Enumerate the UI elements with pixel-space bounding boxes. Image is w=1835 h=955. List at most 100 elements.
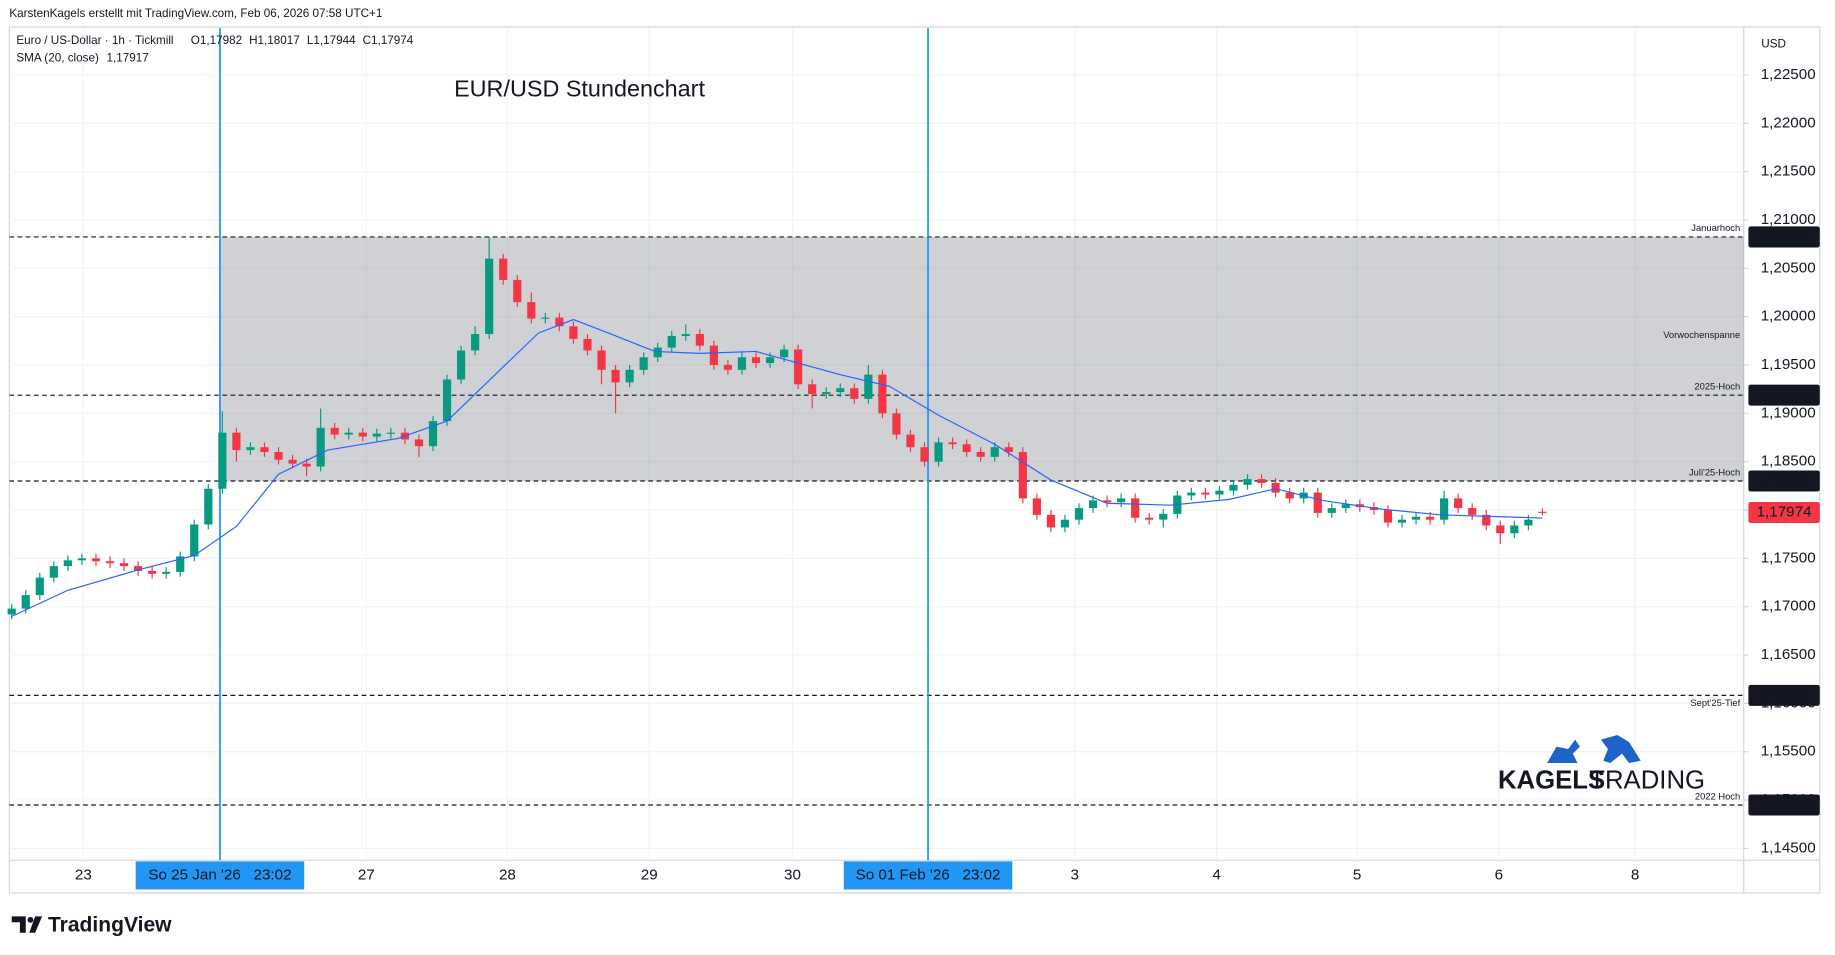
candle-body <box>1285 492 1294 499</box>
candle-body <box>288 459 297 464</box>
candle-body <box>555 317 564 327</box>
candle-body <box>990 447 999 457</box>
legend-ohlc: L1,17944 <box>307 34 356 47</box>
logo-bold: KAGELS <box>1498 767 1605 795</box>
candle-body <box>541 317 550 319</box>
candle-body <box>1313 492 1322 513</box>
x-tick-label: 3 <box>1071 866 1079 883</box>
candle-body <box>49 566 58 578</box>
candle-body <box>1383 510 1393 523</box>
candle-body <box>133 566 143 571</box>
candle-body <box>162 571 171 574</box>
candle-body <box>1201 492 1210 495</box>
level-name: 2022 Hoch <box>1695 791 1740 801</box>
candle-body <box>906 434 915 448</box>
candle-body <box>948 442 957 445</box>
candle-body <box>794 349 803 385</box>
candle-body <box>485 258 494 335</box>
candle-body <box>358 432 367 437</box>
candle-body <box>1159 513 1168 520</box>
candle-body <box>218 432 227 489</box>
y-tick-label: 1,14500 <box>1761 839 1816 856</box>
candle-body <box>274 452 283 460</box>
x-tick-label: 30 <box>784 866 801 883</box>
candle-body <box>260 447 269 453</box>
logo-light: TRADING <box>1589 767 1705 795</box>
candle-body <box>204 488 213 525</box>
candle-body <box>779 349 789 358</box>
candle-body <box>962 444 971 453</box>
candle-body <box>723 364 733 370</box>
x-tick-label: 23 <box>75 866 92 883</box>
candle-body <box>77 558 87 561</box>
y-tick-label: 1,22000 <box>1761 114 1816 131</box>
candle-body <box>456 350 466 380</box>
tv-icon-part <box>11 916 26 933</box>
sma-line <box>11 318 1543 617</box>
candle-body <box>190 524 199 557</box>
candle-body <box>709 345 718 365</box>
level-price-label: 1,18300 <box>1757 472 1812 489</box>
y-tick-label: 1,20500 <box>1761 259 1816 276</box>
y-tick-label: 1,22500 <box>1761 66 1816 83</box>
x-tick-label: 27 <box>358 866 375 883</box>
candle-body <box>246 447 255 451</box>
candle-body <box>976 452 985 457</box>
candle-body <box>836 388 845 393</box>
candle-body <box>1215 490 1224 495</box>
candle-body <box>35 577 44 596</box>
candle-body <box>667 335 676 348</box>
zone-label: Vorwochenspanne <box>1663 330 1740 340</box>
x-tick-label: 29 <box>641 866 658 883</box>
candle-body <box>499 258 508 280</box>
candle-body <box>105 561 115 564</box>
candle-body <box>808 384 817 394</box>
candle-body <box>639 357 648 370</box>
candle-body <box>1004 447 1013 453</box>
candle-body <box>330 427 339 435</box>
candle-body <box>21 595 30 609</box>
y-tick-label: 1,16500 <box>1761 646 1816 663</box>
candle-body <box>625 369 634 383</box>
time-label: So 01 Feb '26 23:02 <box>856 866 1001 883</box>
level-price-box <box>1748 384 1820 406</box>
candle-body <box>1060 519 1070 528</box>
candle-body <box>737 357 747 370</box>
y-tick-label: 1,19500 <box>1761 356 1816 373</box>
candle-body <box>850 388 859 399</box>
level-price-box <box>1748 226 1820 248</box>
candle-body <box>1411 516 1421 520</box>
legend-ohlc: C1,17974 <box>363 34 414 47</box>
candle-body <box>471 334 480 351</box>
level-price-box <box>1748 684 1820 706</box>
candle-body <box>302 463 311 467</box>
legend-ohlc: H1,18017 <box>249 34 300 47</box>
sma-legend-name: SMA (20, close) <box>16 52 99 65</box>
kagels-logo-icon <box>1547 734 1641 764</box>
x-tick-label: 6 <box>1495 866 1503 883</box>
candle-body <box>1454 498 1463 509</box>
candle-body <box>583 338 592 351</box>
candle-body <box>611 369 620 383</box>
candle-body <box>1018 452 1027 499</box>
level-name: 2025-Hoch <box>1694 381 1740 391</box>
last-price-label: 1,17974 <box>1757 504 1813 521</box>
candle-body <box>920 447 929 462</box>
y-tick-label: 1,19000 <box>1761 404 1816 421</box>
candle-body <box>91 558 101 562</box>
y-tick-label: 1,18500 <box>1761 453 1816 470</box>
candle-body <box>428 421 438 447</box>
candle-body <box>597 350 606 370</box>
tv-icon-part <box>29 916 43 933</box>
header: KarstenKagels erstellt mit TradingView.c… <box>9 7 382 20</box>
candle-body <box>695 334 704 346</box>
candle-body <box>1425 516 1435 520</box>
candle-body <box>1327 508 1336 513</box>
level-price-box <box>1748 794 1820 816</box>
y-tick-label: 1,17500 <box>1761 549 1816 566</box>
x-tick-label: 28 <box>499 866 516 883</box>
candle-body <box>1187 492 1196 496</box>
candle-body <box>119 563 129 567</box>
range-zone <box>219 236 1744 482</box>
